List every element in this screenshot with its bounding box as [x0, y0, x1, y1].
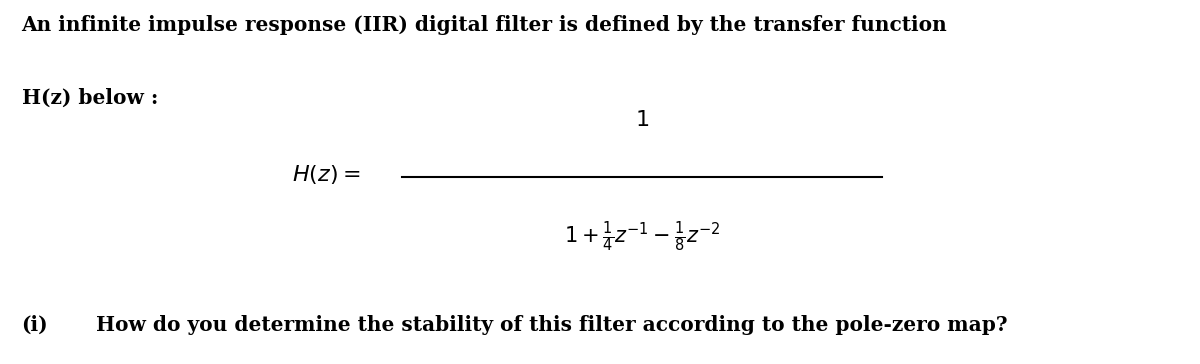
Text: H(z) below :: H(z) below : — [22, 87, 158, 107]
Text: $\mathit{H}(\mathit{z}) =$: $\mathit{H}(\mathit{z}) =$ — [292, 163, 360, 186]
Text: $1$: $1$ — [635, 109, 649, 131]
Text: How do you determine the stability of this filter according to the pole-zero map: How do you determine the stability of th… — [96, 315, 1008, 335]
Text: (i): (i) — [22, 315, 48, 335]
Text: An infinite impulse response (IIR) digital filter is defined by the transfer fun: An infinite impulse response (IIR) digit… — [22, 15, 947, 35]
Text: $1 + \frac{1}{4}z^{-1} - \frac{1}{8}z^{-2}$: $1 + \frac{1}{4}z^{-1} - \frac{1}{8}z^{-… — [564, 219, 720, 254]
